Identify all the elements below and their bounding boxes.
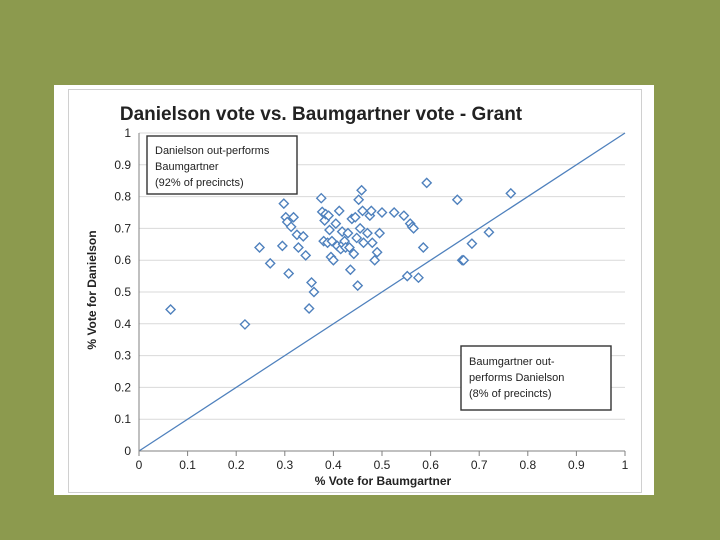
x-tick-label: 0	[136, 458, 143, 472]
y-tick-label: 0.9	[114, 158, 131, 172]
data-point	[330, 218, 342, 230]
data-point	[353, 194, 365, 206]
x-tick-label: 1	[622, 458, 629, 472]
scatter-chart: Danielson vote vs. Baumgartner vote - Gr…	[85, 104, 629, 488]
x-tick-label: 0.8	[519, 458, 536, 472]
data-point	[239, 318, 251, 330]
data-point	[323, 210, 335, 222]
data-point	[283, 268, 295, 280]
data-point	[412, 272, 424, 284]
y-tick-label: 0.4	[114, 317, 131, 331]
y-tick-label: 0.5	[114, 285, 131, 299]
data-point	[254, 241, 266, 253]
y-tick-label: 0	[124, 444, 131, 458]
annotation-bottom-right-line-3: (8% of precincts)	[469, 388, 552, 400]
data-point	[300, 249, 312, 261]
x-tick-label: 0.1	[179, 458, 196, 472]
x-tick-labels: 0 0.1 0.2 0.3 0.4 0.5 0.6 0.7 0.8 0.9 1	[136, 451, 629, 472]
data-point	[361, 227, 373, 239]
data-point	[351, 232, 363, 244]
annotation-top-left-line-2: Baumgartner	[155, 161, 219, 173]
data-point	[326, 235, 338, 247]
data-point	[264, 257, 276, 269]
chart-frame: Danielson vote vs. Baumgartner vote - Gr…	[68, 89, 642, 493]
data-point	[466, 238, 478, 250]
slide-card: Danielson vote vs. Baumgartner vote - Gr…	[54, 85, 654, 495]
y-tick-label: 0.6	[114, 253, 131, 267]
annotation-bottom-right: Baumgartner out- performs Danielson (8% …	[460, 345, 612, 411]
data-point	[458, 254, 470, 266]
annotation-top-left-box	[146, 135, 298, 195]
data-point	[354, 222, 366, 234]
data-point	[324, 224, 336, 236]
data-point	[398, 210, 410, 222]
y-tick-label: 0.7	[114, 221, 131, 235]
chart-title: Danielson vote vs. Baumgartner vote - Gr…	[120, 104, 523, 125]
data-point	[358, 237, 370, 249]
data-point	[401, 270, 413, 282]
data-point	[278, 198, 290, 210]
data-point	[285, 221, 297, 233]
data-point	[365, 205, 377, 217]
data-point	[276, 240, 288, 252]
x-tick-label: 0.7	[471, 458, 488, 472]
data-point	[297, 230, 309, 242]
y-tick-label: 0.1	[114, 412, 131, 426]
annotation-top-left: Danielson out-performs Baumgartner (92% …	[146, 135, 298, 195]
y-tick-label: 0.3	[114, 349, 131, 363]
data-point	[388, 207, 400, 218]
annotation-top-left-line-3: (92% of precincts)	[155, 177, 244, 189]
data-point	[366, 237, 378, 249]
data-point	[343, 241, 355, 253]
data-point	[333, 205, 345, 217]
x-tick-label: 0.2	[228, 458, 245, 472]
data-point	[369, 254, 381, 266]
data-point	[376, 207, 388, 218]
y-axis-title: % Vote for Danielson	[85, 230, 99, 349]
x-tick-label: 0.5	[374, 458, 391, 472]
data-points	[165, 177, 517, 330]
x-tick-label: 0.3	[276, 458, 293, 472]
data-point	[348, 248, 360, 260]
x-tick-label: 0.4	[325, 458, 342, 472]
diagonal-reference-line	[138, 132, 626, 452]
y-tick-label: 1	[124, 126, 131, 140]
annotation-bottom-right-box	[460, 345, 612, 411]
annotation-bottom-right-line-2: performs Danielson	[469, 372, 564, 384]
data-point	[505, 187, 517, 199]
data-point	[374, 227, 386, 239]
data-point	[371, 246, 383, 258]
data-point	[408, 222, 420, 234]
y-tick-labels: 0 0.1 0.2 0.3 0.4 0.5 0.6 0.7 0.8 0.9 1	[114, 126, 131, 458]
data-point	[306, 276, 318, 288]
x-tick-label: 0.9	[568, 458, 585, 472]
annotation-bottom-right-line-1: Baumgartner out-	[469, 356, 555, 368]
y-tick-label: 0.8	[114, 190, 131, 204]
data-point	[308, 286, 320, 298]
data-point	[315, 192, 327, 204]
x-axis-title: % Vote for Baumgartner	[315, 474, 452, 488]
data-point	[352, 280, 364, 292]
data-point	[451, 194, 463, 206]
x-tick-label: 0.6	[422, 458, 439, 472]
data-point	[349, 211, 361, 223]
data-point	[421, 177, 433, 189]
data-point	[327, 254, 339, 266]
data-point	[303, 303, 315, 315]
data-point	[342, 227, 354, 239]
y-tick-label: 0.2	[114, 380, 131, 394]
data-point	[357, 205, 369, 217]
data-point	[483, 226, 495, 238]
data-point	[344, 264, 356, 276]
data-point	[165, 304, 177, 315]
data-point	[292, 241, 304, 253]
data-point	[356, 184, 368, 196]
data-point	[288, 211, 300, 223]
data-point	[417, 241, 429, 253]
annotation-top-left-line-1: Danielson out-performs	[155, 145, 270, 157]
